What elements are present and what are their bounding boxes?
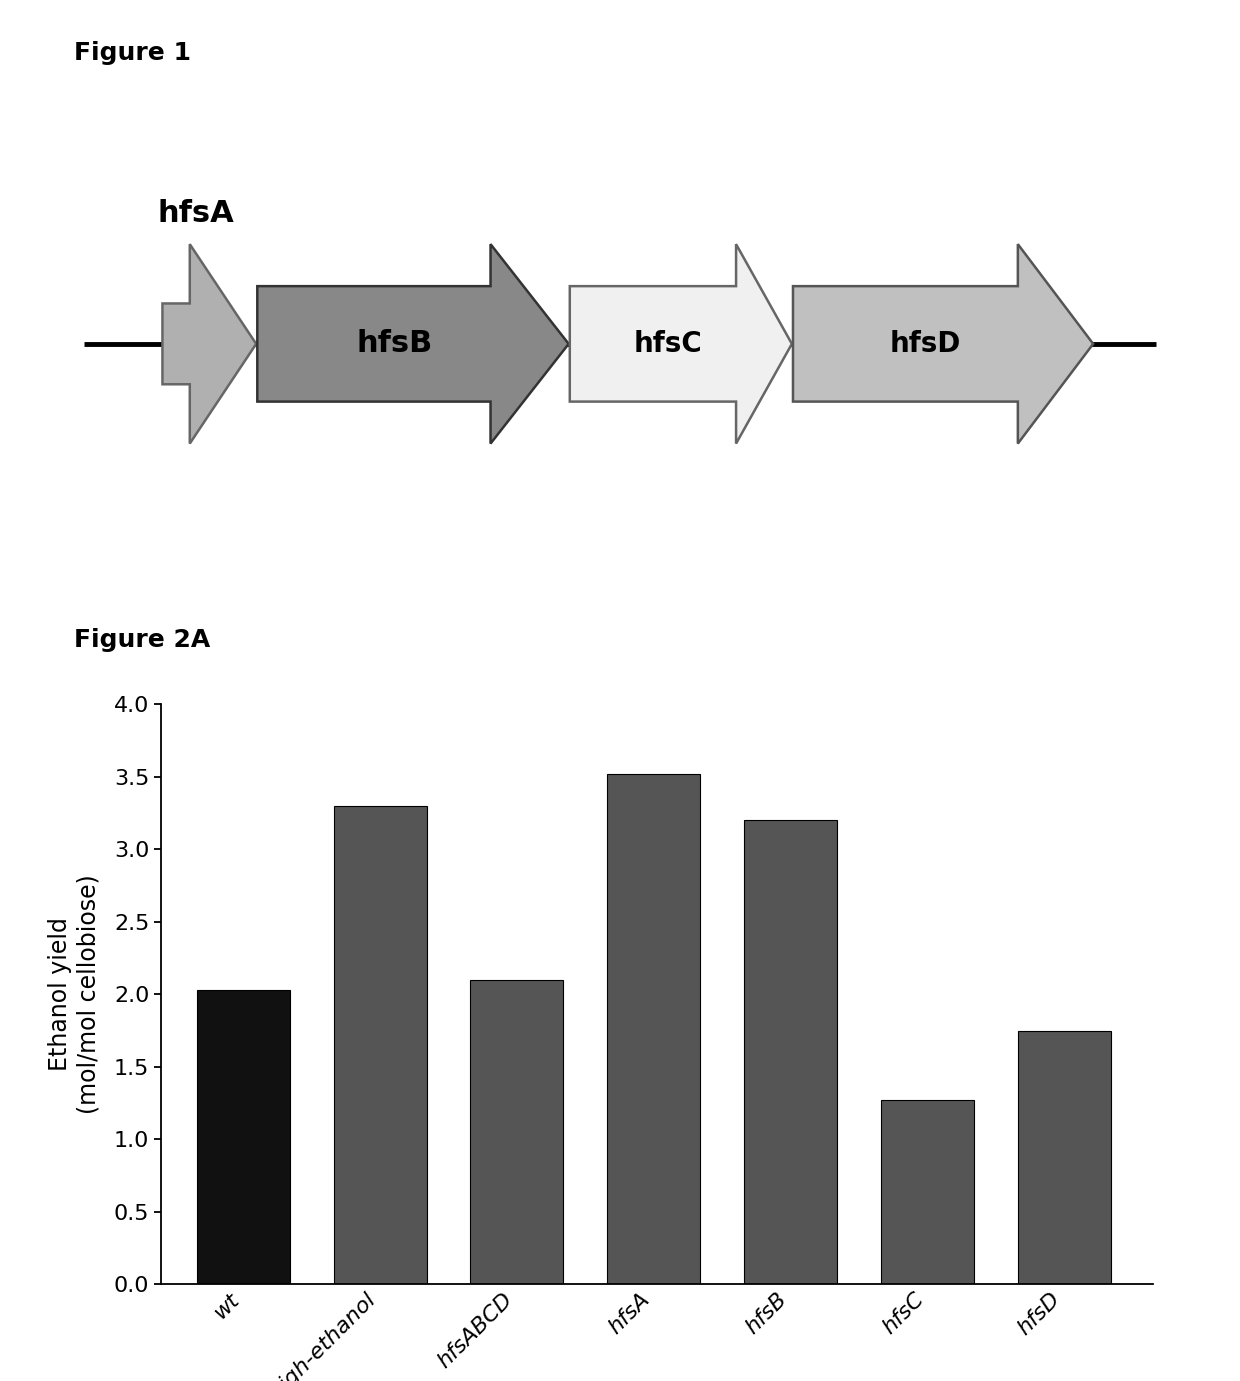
Text: Figure 1: Figure 1 bbox=[74, 41, 191, 65]
Text: hfsB: hfsB bbox=[357, 330, 433, 358]
FancyArrow shape bbox=[257, 244, 569, 443]
Bar bbox=[470, 981, 563, 1284]
Bar bbox=[608, 773, 701, 1284]
Text: hfsD: hfsD bbox=[890, 330, 961, 358]
Text: Figure 2A: Figure 2A bbox=[74, 628, 211, 652]
Bar bbox=[1018, 1030, 1111, 1284]
Bar bbox=[334, 807, 427, 1284]
Bar bbox=[880, 1101, 973, 1284]
FancyArrow shape bbox=[794, 244, 1094, 443]
Bar bbox=[197, 990, 290, 1284]
Text: hfsC: hfsC bbox=[634, 330, 702, 358]
Text: hfsA: hfsA bbox=[157, 199, 234, 228]
Y-axis label: Ethanol yield
(mol/mol cellobiose): Ethanol yield (mol/mol cellobiose) bbox=[48, 874, 100, 1114]
FancyArrow shape bbox=[569, 244, 792, 443]
Bar bbox=[744, 820, 837, 1284]
FancyArrow shape bbox=[162, 244, 257, 443]
